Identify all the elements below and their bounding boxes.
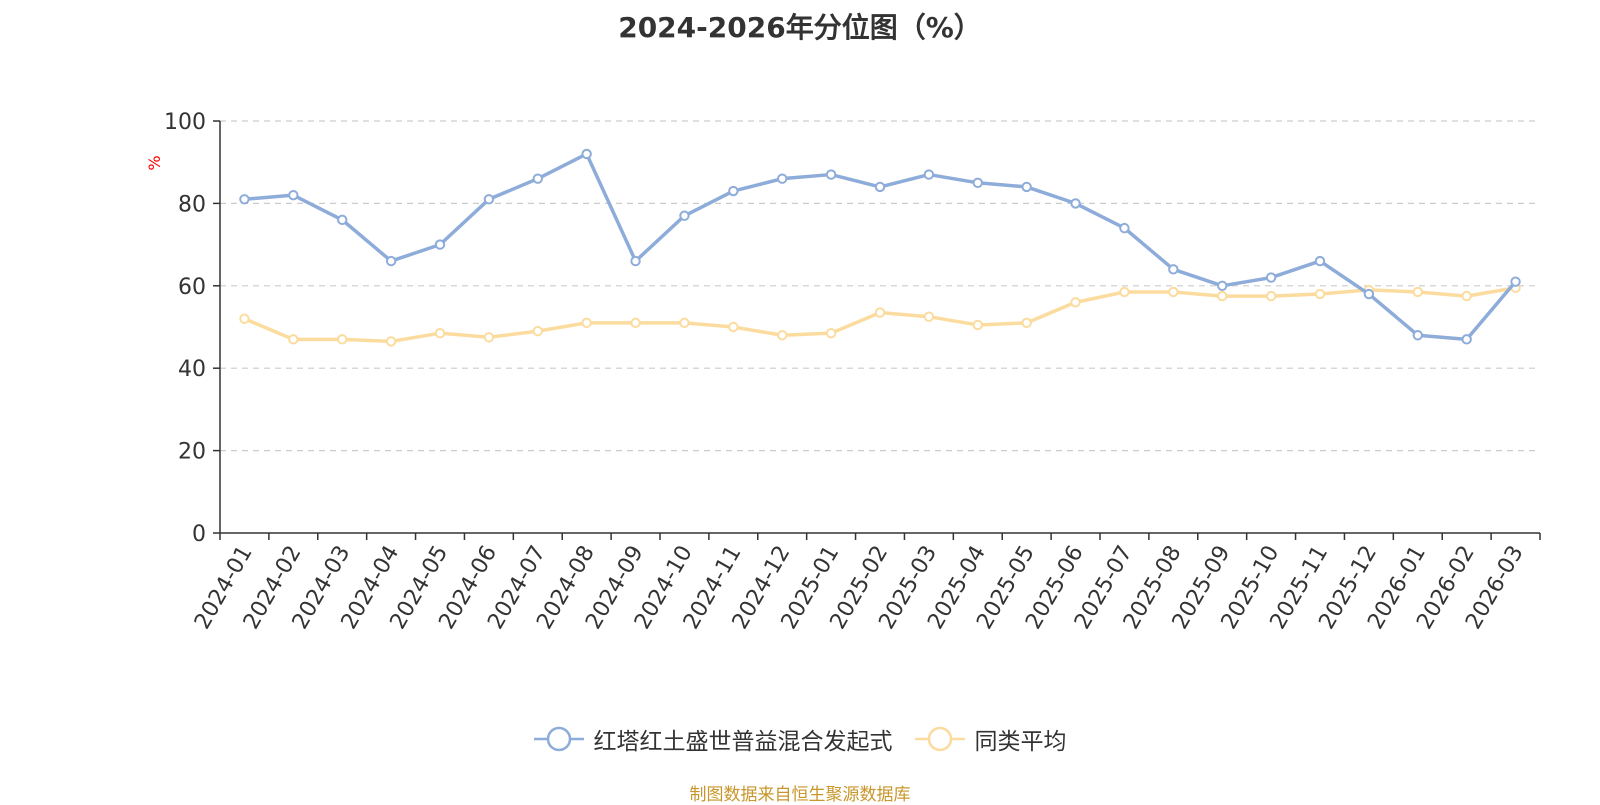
y-tick-label: 60: [178, 275, 206, 300]
data-point: [1461, 290, 1472, 302]
chart-title: 2024-2026年分位图（%）: [618, 11, 982, 44]
data-point: [1217, 280, 1228, 291]
y-axis-unit-label: %: [145, 155, 164, 170]
data-point: [288, 334, 299, 345]
data-point: [874, 181, 886, 193]
data-point: [385, 336, 397, 347]
data-point: [1119, 222, 1130, 234]
y-tick-label: 0: [192, 522, 206, 547]
axes: 0204060801002024-012024-022024-032024-04…: [164, 110, 1541, 634]
data-point: [239, 194, 250, 205]
data-point: [630, 317, 641, 329]
data-point: [581, 317, 592, 329]
data-point: [434, 239, 446, 250]
data-point: [923, 311, 935, 322]
data-point: [679, 317, 690, 329]
y-tick-label: 80: [178, 192, 206, 217]
data-point: [1217, 290, 1228, 302]
data-point: [532, 173, 543, 184]
data-point: [1168, 264, 1179, 275]
data-point: [483, 332, 495, 343]
data-point: [1412, 286, 1423, 298]
legend-marker-icon: [914, 726, 965, 752]
data-point: [337, 334, 348, 345]
data-point: [777, 330, 788, 341]
legend: 红塔红土盛世普益混合发起式 同类平均: [0, 722, 1600, 756]
legend-item[interactable]: 同类平均: [914, 722, 1067, 756]
data-point: [777, 173, 788, 184]
data-point: [385, 255, 397, 267]
data-point: [1168, 286, 1179, 298]
source-note: 制图数据来自恒生聚源数据库: [689, 785, 911, 805]
data-point: [679, 210, 690, 221]
data-point: [434, 327, 446, 339]
legend-marker-icon: [533, 726, 584, 752]
data-point: [825, 169, 837, 180]
legend-item[interactable]: 红塔红土盛世普益混合发起式: [533, 722, 893, 756]
data-point: [728, 321, 739, 333]
data-point: [1510, 276, 1521, 287]
legend-label: 同类平均: [974, 729, 1067, 755]
data-point: [728, 185, 739, 197]
y-tick-label: 20: [178, 440, 206, 465]
data-point: [1265, 290, 1277, 302]
data-point: [1314, 288, 1326, 300]
data-point: [1314, 255, 1326, 267]
legend-label: 红塔红土盛世普益混合发起式: [593, 729, 893, 755]
data-point: [337, 214, 348, 226]
data-point: [581, 148, 592, 160]
series-lines: [239, 148, 1521, 347]
data-point: [972, 319, 983, 331]
y-tick-label: 100: [164, 110, 206, 135]
data-point: [825, 327, 837, 339]
y-tick-label: 40: [178, 357, 206, 382]
data-point: [239, 313, 250, 324]
data-point: [1021, 181, 1032, 193]
data-point: [1070, 297, 1081, 308]
data-point: [630, 255, 641, 267]
data-point: [1461, 334, 1472, 345]
data-point: [1070, 198, 1081, 209]
grid-lines: [220, 120, 1540, 452]
data-point: [288, 189, 299, 201]
data-point: [1265, 272, 1277, 283]
data-point: [1412, 330, 1423, 341]
data-point: [1363, 288, 1375, 300]
data-point: [532, 325, 543, 337]
data-point: [483, 194, 495, 205]
data-point: [1021, 317, 1032, 329]
data-point: [923, 169, 935, 180]
data-point: [972, 177, 983, 189]
data-point: [874, 307, 886, 318]
data-point: [1119, 286, 1130, 298]
